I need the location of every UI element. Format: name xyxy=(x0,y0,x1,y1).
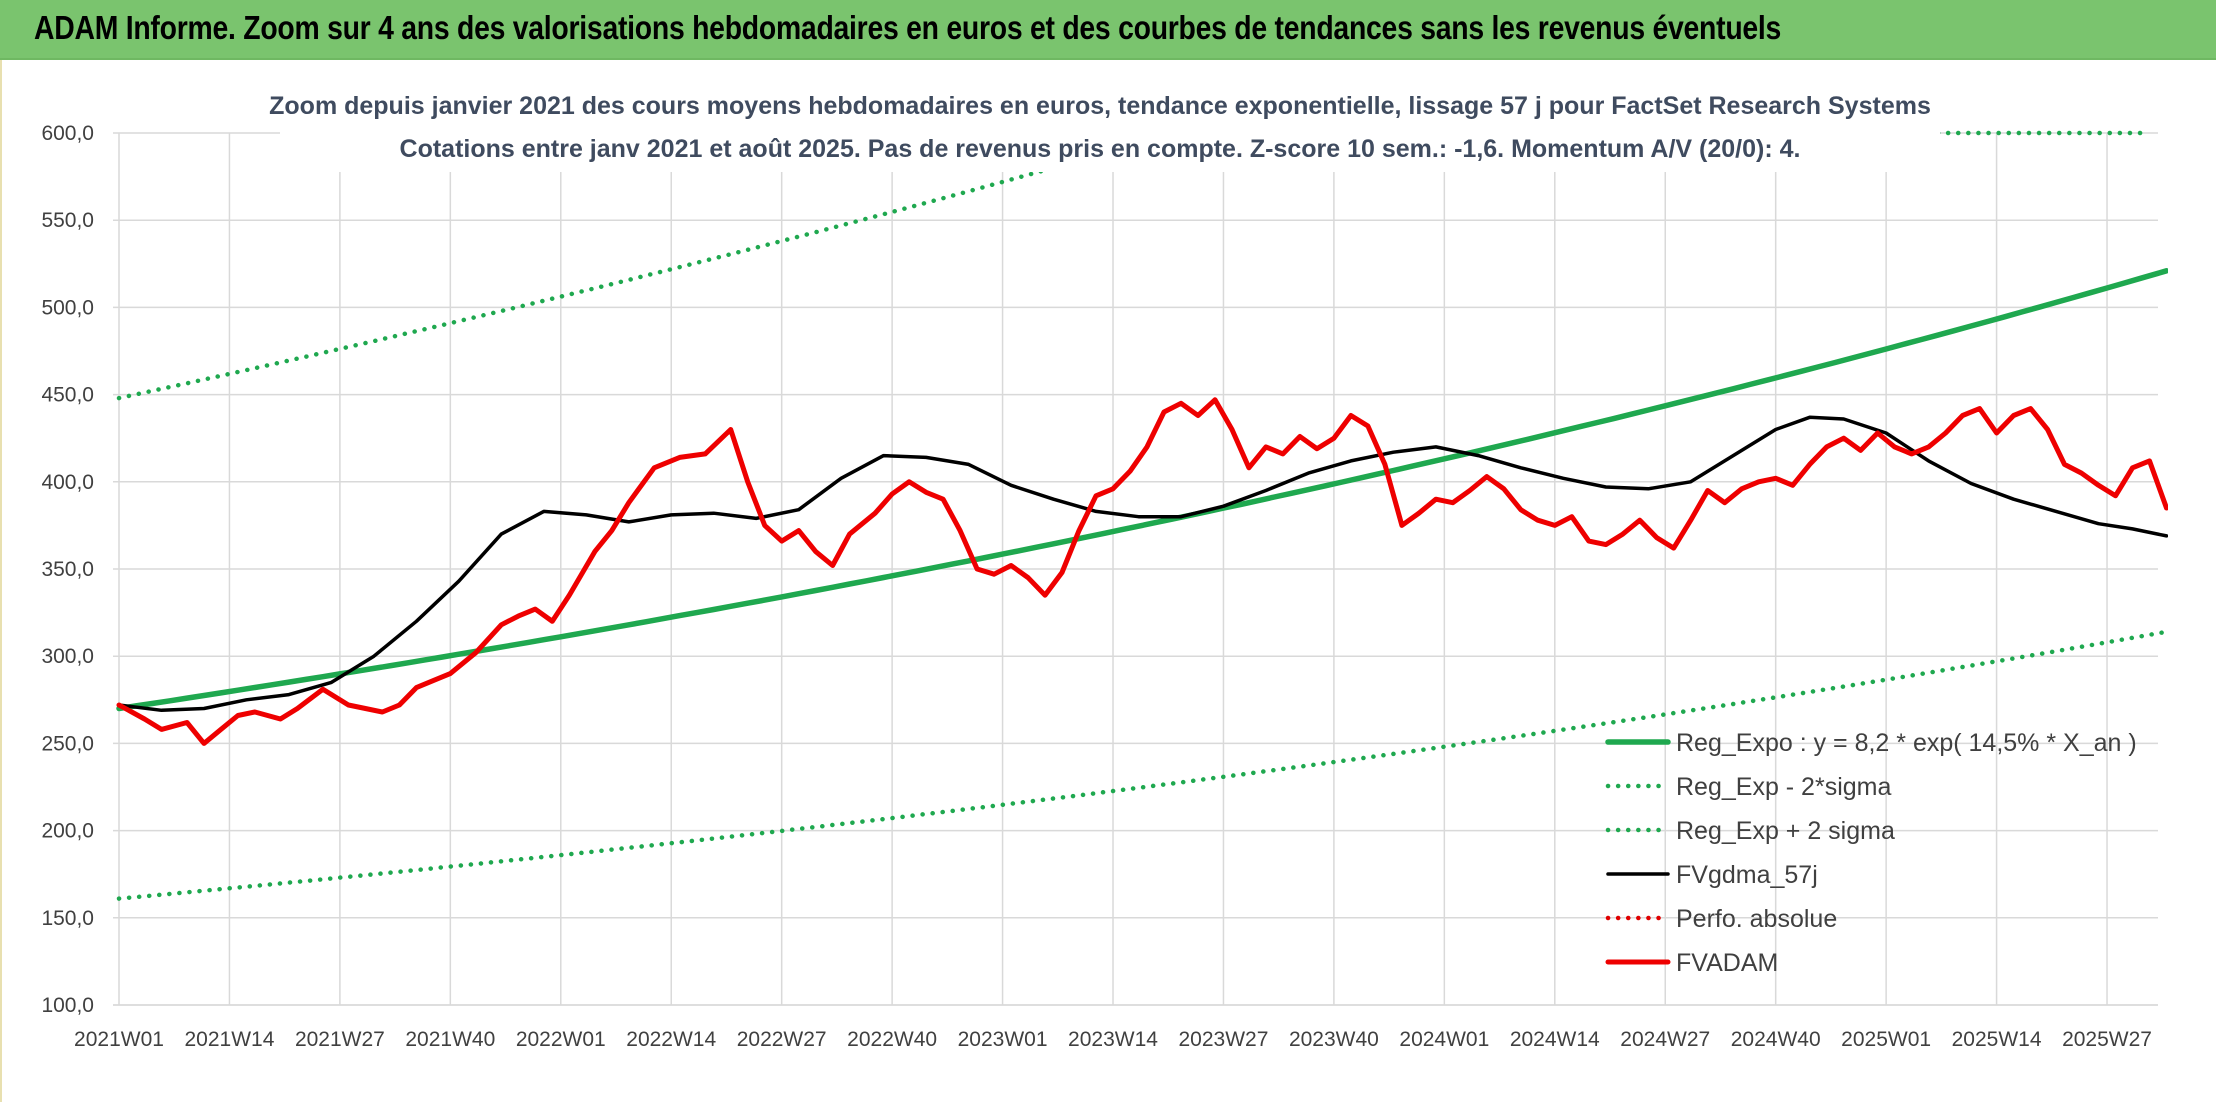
x-tick-label: 2024W27 xyxy=(1620,1028,1710,1051)
x-tick-label: 2025W14 xyxy=(1952,1028,2042,1051)
chart-subtitle: Cotations entre janv 2021 et août 2025. … xyxy=(400,135,1801,163)
y-tick-label: 350,0 xyxy=(41,558,94,581)
x-tick-label: 2021W01 xyxy=(74,1028,164,1051)
x-tick-label: 2023W01 xyxy=(958,1028,1048,1051)
x-tick-label: 2024W01 xyxy=(1399,1028,1489,1051)
y-tick-label: 500,0 xyxy=(41,296,94,319)
chart-title-backdrop xyxy=(280,86,1940,172)
report-title: ADAM Informe. Zoom sur 4 ans des valoris… xyxy=(34,9,1782,46)
y-tick-label: 400,0 xyxy=(41,471,94,494)
x-tick-label: 2022W27 xyxy=(737,1028,827,1051)
x-tick-label: 2024W40 xyxy=(1731,1028,1821,1051)
series-line-fvgdma-57j xyxy=(117,415,2168,713)
legend-label-reg-exp-2-sigma: Reg_Exp + 2 sigma xyxy=(1676,817,1895,845)
line-chart: 100,0 150,0 200,0 250,0 300,0 350,0 400,0 450,0… xyxy=(41,86,2168,1051)
series-line-reg-expo-y-8-2-exp-14-5-x-an xyxy=(116,268,2168,712)
legend-label-fvgdma-57j: FVgdma_57j xyxy=(1676,861,1818,889)
series-line-reg-exp-2-sigma xyxy=(116,629,2168,901)
y-tick-label: 100,0 xyxy=(41,994,94,1017)
legend: Reg_Expo : y = 8,2 * exp( 14,5% * X_an )… xyxy=(1605,729,2137,977)
x-tick-label: 2023W27 xyxy=(1179,1028,1269,1051)
y-tick-label: 550,0 xyxy=(41,209,94,232)
x-tick-label: 2021W14 xyxy=(184,1028,274,1051)
y-tick-label: 300,0 xyxy=(41,645,94,668)
x-tick-label: 2024W14 xyxy=(1510,1028,1600,1051)
x-tick-label: 2023W40 xyxy=(1289,1028,1379,1051)
y-tick-label: 450,0 xyxy=(41,384,94,407)
chart-title: Zoom depuis janvier 2021 des cours moyen… xyxy=(269,92,1931,120)
x-tick-label: 2025W27 xyxy=(2062,1028,2152,1051)
legend-label-reg-exp-2-sigma: Reg_Exp - 2*sigma xyxy=(1676,773,1891,801)
x-tick-label: 2023W14 xyxy=(1068,1028,1158,1051)
grid-lines xyxy=(113,132,2158,1006)
y-tick-label: 250,0 xyxy=(41,732,94,755)
chart-area: 100,0 150,0 200,0 250,0 300,0 350,0 400,0 450,0… xyxy=(0,60,2216,1102)
x-tick-label: 2022W14 xyxy=(626,1028,716,1051)
x-tick-label: 2021W40 xyxy=(405,1028,495,1051)
legend-label-reg-expo-y-8-2-exp-14-5-x-an: Reg_Expo : y = 8,2 * exp( 14,5% * X_an ) xyxy=(1676,729,2137,757)
legend-label-fvadam: FVADAM xyxy=(1676,949,1778,977)
report-header-bar: ADAM Informe. Zoom sur 4 ans des valoris… xyxy=(0,0,2216,60)
x-tick-label: 2025W01 xyxy=(1841,1028,1931,1051)
x-tick-label: 2021W27 xyxy=(295,1028,385,1051)
x-tick-label: 2022W01 xyxy=(516,1028,606,1051)
y-tick-label: 150,0 xyxy=(41,907,94,930)
series-line-fvadam xyxy=(116,397,2168,746)
x-tick-label: 2022W40 xyxy=(847,1028,937,1051)
y-axis: 100,0 150,0 200,0 250,0 300,0 350,0 400,0 450,0… xyxy=(41,122,94,1017)
y-tick-label: 200,0 xyxy=(41,820,94,843)
y-tick-label: 600,0 xyxy=(41,122,94,145)
x-axis: 2021W01 2021W14 2021W27 2021W40 2022W01 2022W… xyxy=(74,1004,2158,1051)
legend-label-perfo-absolue: Perfo. absolue xyxy=(1676,905,1837,933)
